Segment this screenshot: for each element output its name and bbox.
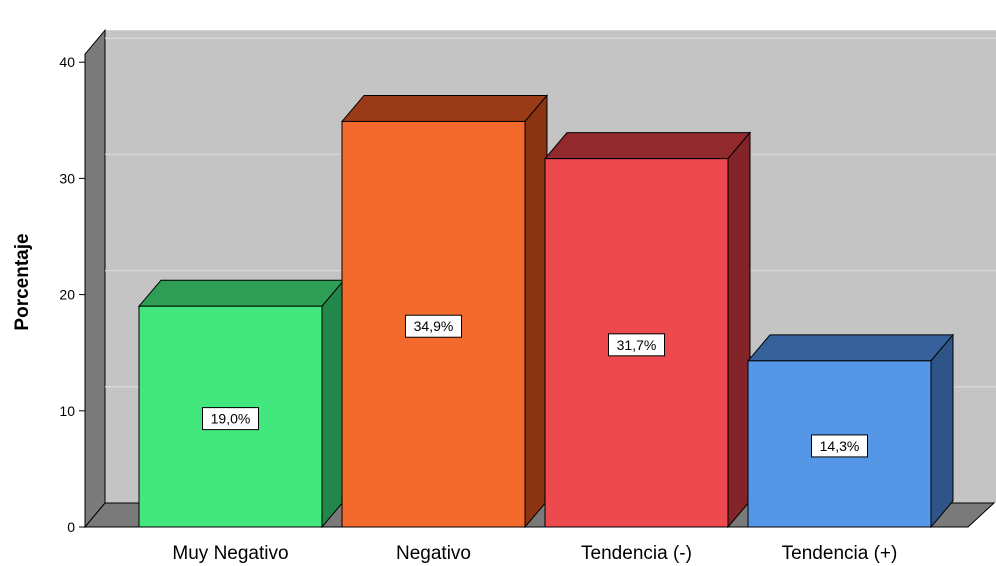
x-tick-label: Tendencia (+)	[782, 543, 898, 564]
data-label-text: 14,3%	[820, 438, 860, 454]
bar-side-face	[321, 278, 345, 529]
x-tick-label: Tendencia (-)	[581, 543, 692, 564]
bar-top-face	[746, 334, 955, 362]
y-tick-label: 30	[59, 170, 75, 186]
bar-side-face	[524, 94, 548, 529]
y-tick-label: 10	[59, 403, 75, 419]
bar-top-face	[340, 94, 549, 122]
data-labels: 19,0% 34,9% 31,7% 14,3%	[202, 314, 868, 458]
y-axis-label: Porcentaje	[12, 233, 33, 330]
x-tick-label: Negativo	[396, 543, 471, 564]
x-axis-categories: Muy Negativo Negativo Tendencia (-) Tendenc…	[172, 543, 897, 564]
y-tick-label: 20	[59, 287, 75, 303]
bar-side-face	[727, 131, 751, 529]
data-label-box	[405, 314, 462, 338]
data-label: 14,3%	[811, 434, 868, 458]
bar-top-face	[137, 279, 346, 307]
data-label-text: 19,0%	[211, 411, 251, 427]
left-wall	[84, 28, 106, 529]
y-axis-ticks: 0 10 20 30 40	[59, 54, 85, 535]
data-label-box	[202, 407, 259, 431]
data-label-text: 34,9%	[414, 318, 454, 334]
bar-top-face	[543, 132, 752, 160]
data-label: 19,0%	[202, 407, 259, 431]
bar-side-face	[930, 333, 954, 529]
data-label-text: 31,7%	[617, 337, 657, 353]
bar	[746, 333, 955, 529]
x-tick-label: Muy Negativo	[172, 543, 288, 564]
bar	[340, 94, 549, 529]
data-label-box	[608, 333, 665, 357]
data-label: 31,7%	[608, 333, 665, 357]
data-label: 34,9%	[405, 314, 462, 338]
bars	[137, 94, 955, 529]
data-label-box	[811, 434, 868, 458]
y-tick-label: 0	[67, 519, 75, 535]
bar	[543, 131, 752, 529]
y-tick-label: 40	[59, 54, 75, 70]
bar	[137, 278, 346, 529]
